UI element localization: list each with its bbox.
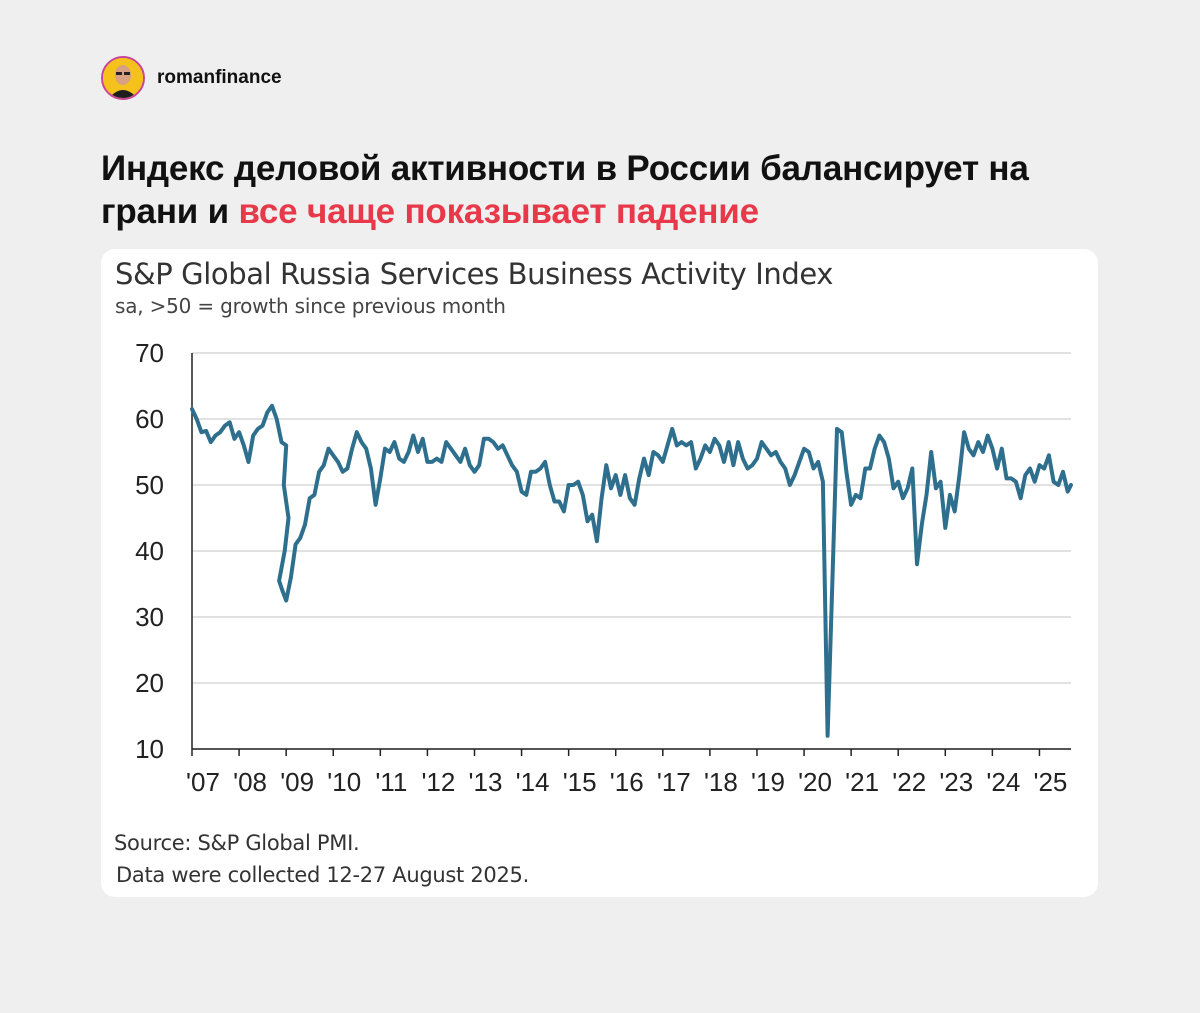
headline-accent: все чаще показывает падение: [238, 192, 759, 231]
chart-subtitle: sa, >50 = growth since previous month: [115, 294, 506, 318]
x-tick-label: '18: [704, 767, 738, 797]
x-tick-label: '25: [1034, 767, 1068, 797]
x-tick-label: '07: [186, 767, 220, 797]
y-tick-label: 70: [135, 338, 164, 368]
page-title: Индекс деловой активности в России балан…: [101, 147, 1101, 233]
chart-card: S&P Global Russia Services Business Acti…: [101, 249, 1098, 897]
series-line-0: [190, 403, 1073, 738]
source-note: Source: S&P Global PMI.: [114, 831, 360, 855]
x-tick-label: '15: [563, 767, 597, 797]
x-tick-label: '09: [280, 767, 314, 797]
y-tick-label: 40: [135, 536, 164, 566]
headline-main: Индекс деловой активности в России балан…: [101, 149, 1029, 231]
y-tick-label: 20: [135, 668, 164, 698]
x-tick-label: '17: [657, 767, 691, 797]
avatar[interactable]: [101, 56, 145, 100]
x-tick-label: '22: [892, 767, 926, 797]
x-tick-label: '13: [469, 767, 503, 797]
x-tick-label: '20: [798, 767, 832, 797]
chart-title: S&P Global Russia Services Business Acti…: [115, 257, 834, 291]
line-chart: 10 20 30 40 50 60 70 '07 '08 '09 '10 '11 '12 '13 '14 '1…: [135, 338, 1073, 797]
username: romanfinance: [157, 67, 282, 88]
x-tick-label: '10: [327, 767, 361, 797]
x-tick-label: '11: [375, 767, 407, 797]
x-tick-label: '12: [421, 767, 455, 797]
x-tick-label: '24: [986, 767, 1020, 797]
y-tick-label: 60: [135, 404, 164, 434]
x-tick-label: '23: [939, 767, 973, 797]
x-tick-label: '14: [516, 767, 550, 797]
collection-note: Data were collected 12-27 August 2025.: [116, 863, 529, 887]
person-icon: [103, 58, 143, 98]
x-tick-label: '21: [845, 767, 879, 797]
x-tick-label: '16: [610, 767, 644, 797]
y-tick-label: 30: [135, 602, 164, 632]
x-tick-label: '08: [233, 767, 267, 797]
x-tick-label: '19: [751, 767, 785, 797]
y-tick-label: 10: [135, 734, 164, 764]
y-tick-label: 50: [135, 470, 164, 500]
profile-header: romanfinance: [101, 56, 282, 100]
